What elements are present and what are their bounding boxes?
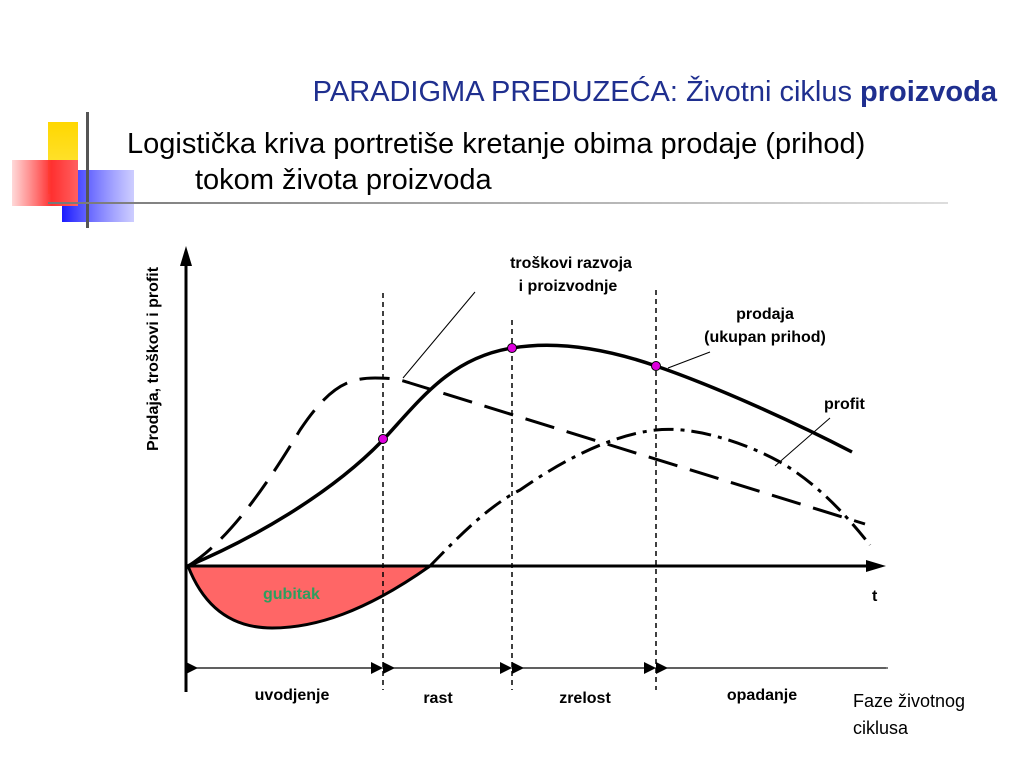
deco-vertical-line: [86, 112, 89, 228]
phase-introduction: uvodjenje: [255, 687, 330, 704]
costs-callout-line: [402, 291, 476, 379]
deco-horizontal-line: [48, 202, 948, 204]
x-axis-label: t: [872, 588, 878, 605]
slide-decoration: [12, 112, 948, 228]
costs-curve: [187, 376, 866, 568]
page-title: PARADIGMA PREDUZEĆA: Životni ciklus proi…: [313, 76, 997, 109]
loss-curve: [186, 564, 431, 630]
loss-area: [188, 566, 430, 628]
x-axis-arrow: [866, 560, 886, 572]
sales-curve: [187, 343, 853, 568]
sales-label-line1: prodaja: [736, 306, 794, 323]
phase-decline: opadanje: [727, 687, 797, 704]
phases-caption-line1: Faze životnog: [853, 691, 965, 711]
deco-red-bar: [12, 160, 78, 206]
title-main: PARADIGMA PREDUZEĆA: Životni ciklus: [312, 76, 861, 108]
sales-marker-growth-end: [507, 343, 517, 353]
loss-label: gubitak: [263, 586, 320, 603]
phase-maturity: zrelost: [559, 690, 611, 707]
costs-label-line1: troškovi razvoja: [510, 255, 632, 272]
sales-callout-line: [667, 351, 711, 369]
page-subtitle: Logistička kriva portretiše kretanje obi…: [127, 126, 1007, 198]
y-axis-arrow: [180, 246, 192, 266]
phase-growth: rast: [423, 690, 453, 707]
title-bold: proizvoda: [860, 76, 997, 108]
sales-marker-introduction-end: [378, 434, 388, 444]
profit-callout-line: [774, 417, 831, 467]
subtitle-line2: tokom života proizvoda: [195, 164, 492, 196]
profit-curve: [428, 427, 872, 568]
profit-label: profit: [824, 396, 866, 413]
phases-caption-line2: ciklusa: [853, 718, 909, 738]
costs-label-line2: i proizvodnje: [519, 278, 618, 295]
y-axis-label: Prodaja, troškovi i profit: [145, 266, 162, 451]
sales-marker-maturity-end: [651, 361, 661, 371]
sales-label-line2: (ukupan prihod): [704, 329, 826, 346]
subtitle-line1: Logistička kriva portretiše kretanje obi…: [127, 128, 866, 160]
